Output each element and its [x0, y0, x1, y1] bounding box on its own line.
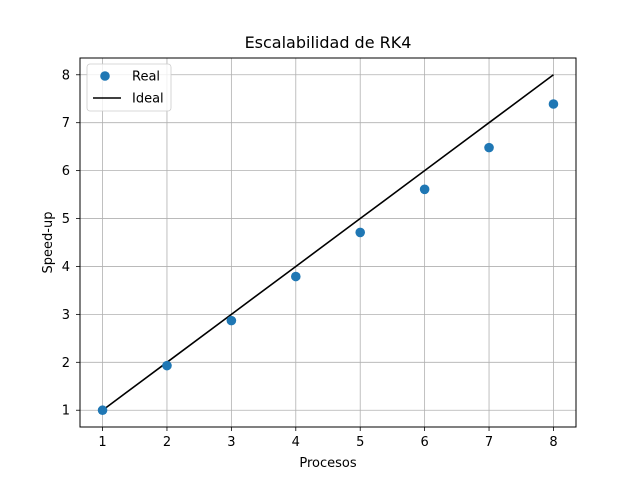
- series: [97, 74, 559, 416]
- y-axis-label: Speed-up: [41, 212, 56, 274]
- y-tick-label: 5: [62, 212, 70, 227]
- ticks: 1 2 3 4 5 6 7 8 1 2 3 4 5 6 7 8: [62, 68, 558, 450]
- real-point: [484, 142, 494, 153]
- y-tick-label: 2: [62, 356, 70, 371]
- y-tick-label: 8: [62, 68, 70, 83]
- real-point: [355, 227, 366, 238]
- legend-label: Real: [132, 70, 160, 85]
- x-tick-label: 7: [485, 435, 493, 450]
- x-tick-label: 6: [420, 435, 428, 450]
- real-point: [226, 315, 237, 326]
- grid: [80, 58, 576, 427]
- real-point: [290, 271, 301, 282]
- legend-label: Ideal: [132, 92, 164, 107]
- chart-title: Escalabilidad de RK4: [245, 33, 412, 52]
- real-point: [162, 360, 172, 371]
- legend: Real Ideal: [86, 63, 172, 112]
- x-tick-label: 3: [227, 435, 235, 450]
- y-tick-label: 6: [62, 164, 70, 179]
- real-point: [548, 99, 559, 109]
- y-tick-label: 4: [62, 260, 70, 275]
- legend-marker-real: [100, 71, 110, 81]
- x-tick-label: 8: [549, 435, 557, 450]
- real-point: [419, 184, 430, 195]
- ideal-line: [102, 74, 554, 411]
- x-axis-label: Procesos: [299, 456, 356, 471]
- x-tick-label: 1: [98, 435, 106, 450]
- y-tick-label: 3: [62, 308, 70, 323]
- x-tick-label: 4: [292, 435, 300, 450]
- y-tick-label: 1: [62, 404, 70, 419]
- x-tick-label: 2: [163, 435, 171, 450]
- x-tick-label: 5: [356, 435, 364, 450]
- plot-frame: [79, 57, 577, 428]
- y-tick-label: 7: [62, 116, 70, 131]
- real-point: [97, 405, 108, 416]
